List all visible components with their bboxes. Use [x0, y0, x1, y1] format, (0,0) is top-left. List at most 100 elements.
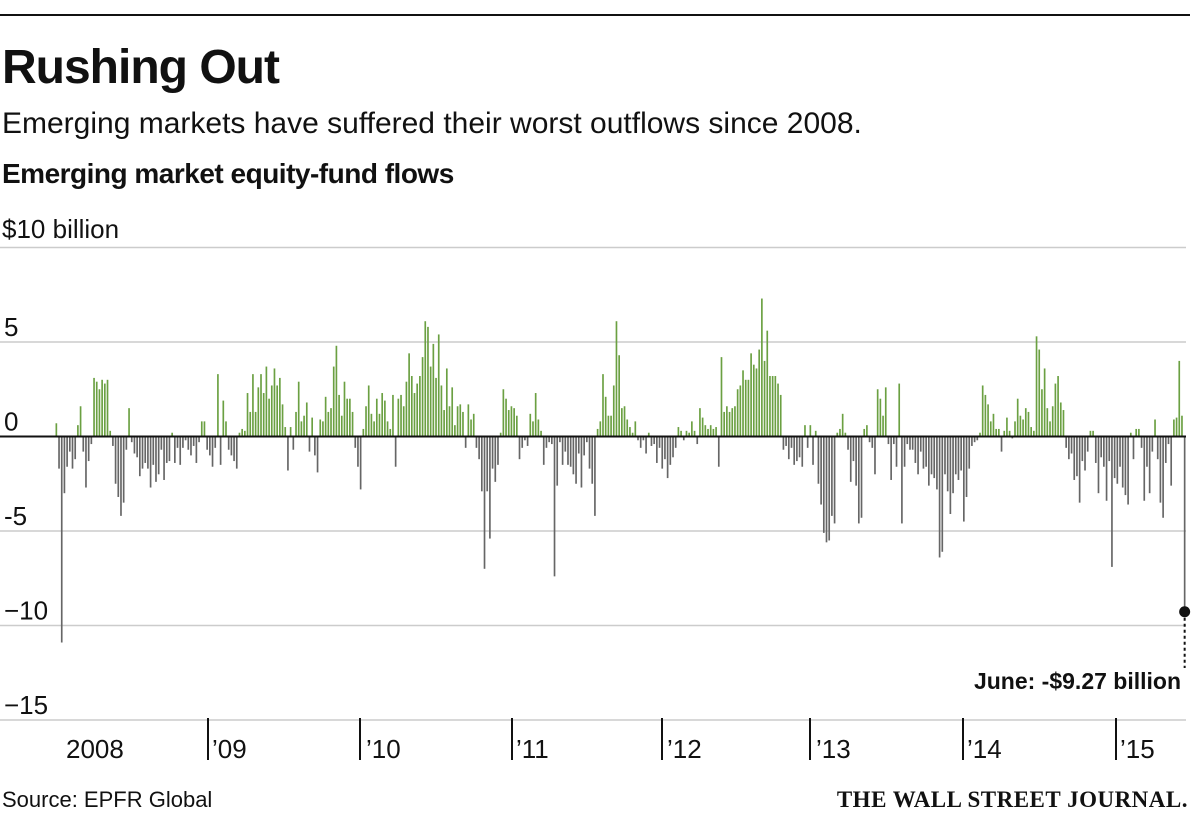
inflow-bar: [246, 393, 249, 437]
inflow-bar: [1054, 383, 1057, 437]
inflow-bar: [413, 393, 416, 437]
outflow-bar: [588, 436, 591, 469]
inflow-bar: [373, 421, 375, 437]
inflow-bar: [289, 427, 292, 437]
outflow-bar: [176, 436, 179, 448]
outflow-bar: [1084, 436, 1086, 471]
inflow-bar: [809, 425, 812, 437]
inflow-bar: [1046, 408, 1049, 437]
outflow-bar: [90, 436, 93, 445]
outflow-bar: [682, 436, 685, 441]
inflow-bar: [691, 421, 693, 437]
subheadline: Emerging markets have suffered their wor…: [2, 107, 862, 140]
outflow-bar: [1121, 436, 1124, 488]
inflow-bar: [340, 415, 343, 437]
inflow-bar: [1173, 419, 1175, 437]
inflow-bar: [252, 374, 254, 437]
outflow-bar: [656, 436, 658, 463]
outflow-bar: [1164, 436, 1167, 463]
source-note: Source: EPFR Global: [2, 787, 213, 812]
inflow-bar: [884, 387, 887, 437]
inflow-bar: [529, 413, 532, 437]
inflow-bar: [225, 421, 227, 437]
inflow-bar: [992, 413, 995, 437]
inflow-bar: [742, 370, 744, 437]
outflow-bar: [664, 436, 666, 460]
inflow-bar: [709, 425, 712, 437]
outflow-bar: [120, 436, 122, 516]
inflow-bar: [623, 406, 626, 437]
inflow-bar: [273, 368, 276, 437]
outflow-bar: [308, 436, 311, 452]
inflow-bar: [416, 383, 419, 437]
outflow-bar: [828, 436, 831, 541]
x-tick-label: ’09: [212, 734, 247, 764]
inflow-bar: [699, 408, 701, 437]
inflow-bar: [685, 430, 688, 437]
outflow-bar: [71, 436, 74, 469]
outflow-bar: [542, 436, 545, 465]
outflow-bar: [933, 436, 936, 479]
outflow-bar: [928, 436, 930, 486]
inflow-bar: [804, 425, 806, 437]
outflow-bar: [464, 436, 467, 448]
inflow-bar: [95, 381, 98, 437]
outflow-bar: [314, 436, 316, 456]
inflow-bar: [467, 404, 470, 437]
outflow-bar: [919, 436, 922, 452]
inflow-bar: [1022, 419, 1024, 437]
inflow-bar: [989, 421, 992, 437]
inflow-bar: [995, 428, 997, 437]
outflow-bar: [125, 436, 128, 450]
inflow-bar: [378, 413, 381, 437]
inflow-bar: [615, 321, 618, 437]
inflow-bar: [707, 428, 709, 437]
inflow-bar: [424, 321, 427, 437]
inflow-bar: [987, 404, 989, 437]
outflow-bar: [74, 436, 77, 460]
outflow-bar: [475, 436, 478, 448]
outflow-bar: [577, 436, 580, 454]
outflow-bar: [147, 436, 149, 469]
unit-label: $10 billion: [2, 214, 120, 244]
outflow-bar: [825, 436, 828, 543]
inflow-bar: [222, 400, 225, 437]
inflow-bar: [55, 423, 58, 437]
outflow-bar: [852, 436, 855, 462]
inflow-bar: [327, 411, 330, 437]
inflow-bar: [405, 381, 408, 437]
outflow-bar: [165, 436, 168, 463]
inflow-bar: [470, 419, 472, 437]
inflow-bar: [1003, 430, 1006, 437]
inflow-bar: [1051, 406, 1054, 437]
outflow-bar: [925, 436, 927, 467]
outflow-bar: [591, 436, 594, 484]
inflow-bar: [365, 406, 367, 437]
outflow-bar: [572, 436, 575, 475]
inflow-bar: [429, 366, 432, 437]
y-tick-label: −15: [4, 690, 48, 720]
inflow-bar: [435, 377, 437, 437]
inflow-bar: [362, 428, 365, 437]
outflow-bar: [960, 436, 962, 471]
inflow-bar: [599, 421, 602, 437]
annotation-label: June: -$9.27 billion: [974, 668, 1181, 694]
outflow-bar: [938, 436, 941, 558]
inflow-bar: [367, 385, 370, 437]
inflow-bar: [769, 376, 771, 437]
x-tick-label: ’11: [516, 734, 549, 764]
outflow-bar: [857, 436, 860, 524]
outflow-bar: [1167, 436, 1170, 445]
inflow-bar: [346, 398, 349, 437]
inflow-bar: [612, 385, 615, 437]
outflow-bar: [63, 436, 66, 494]
inflow-bar: [602, 374, 604, 437]
outflow-bar: [567, 436, 569, 465]
outflow-bar: [198, 436, 200, 443]
outflow-bar: [480, 436, 483, 492]
outflow-bar: [806, 436, 809, 448]
inflow-bar: [1154, 419, 1156, 437]
inflow-bar: [330, 408, 332, 437]
outflow-bar: [957, 436, 960, 480]
